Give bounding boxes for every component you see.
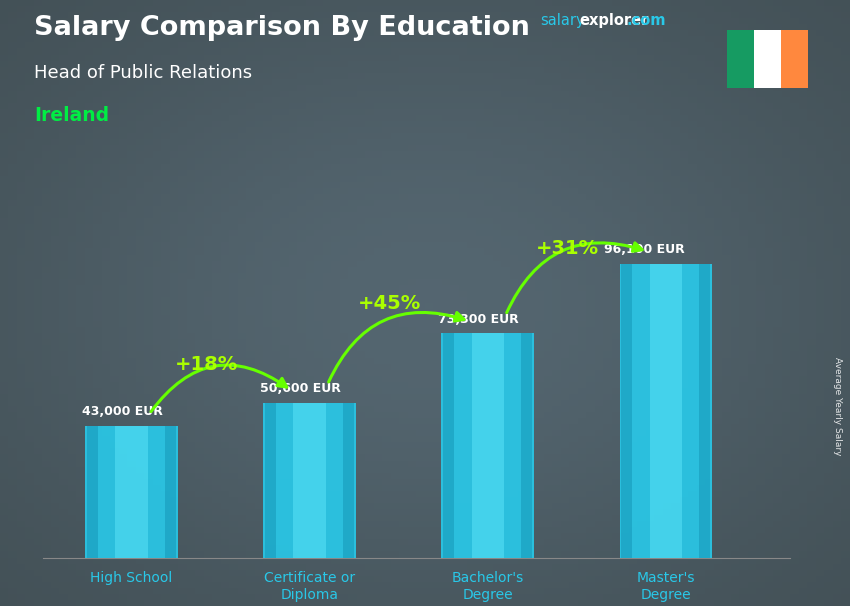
Bar xyxy=(727,30,754,88)
Text: salary: salary xyxy=(540,13,584,28)
Bar xyxy=(700,264,711,558)
Bar xyxy=(472,333,504,558)
Text: +45%: +45% xyxy=(358,295,422,313)
Text: +31%: +31% xyxy=(536,239,599,258)
Text: 96,100 EUR: 96,100 EUR xyxy=(604,243,685,256)
Bar xyxy=(780,30,808,88)
Bar xyxy=(116,426,148,558)
Bar xyxy=(649,264,682,558)
Bar xyxy=(264,403,356,558)
Text: 43,000 EUR: 43,000 EUR xyxy=(82,405,163,419)
Bar xyxy=(754,30,780,88)
Bar xyxy=(265,403,276,558)
Text: 73,300 EUR: 73,300 EUR xyxy=(439,313,519,326)
Text: Salary Comparison By Education: Salary Comparison By Education xyxy=(34,15,530,41)
Bar xyxy=(87,426,99,558)
Bar xyxy=(444,333,455,558)
Bar xyxy=(165,426,176,558)
Text: +18%: +18% xyxy=(175,356,238,375)
Bar xyxy=(521,333,532,558)
Text: Head of Public Relations: Head of Public Relations xyxy=(34,64,252,82)
Bar xyxy=(343,403,354,558)
Bar xyxy=(620,264,712,558)
Bar xyxy=(621,264,632,558)
Bar xyxy=(293,403,326,558)
Text: .com: .com xyxy=(626,13,666,28)
Text: Ireland: Ireland xyxy=(34,106,109,125)
Text: explorer: explorer xyxy=(580,13,649,28)
Text: 50,600 EUR: 50,600 EUR xyxy=(260,382,341,395)
Bar xyxy=(85,426,178,558)
Text: Average Yearly Salary: Average Yearly Salary xyxy=(833,357,842,455)
Bar xyxy=(441,333,534,558)
